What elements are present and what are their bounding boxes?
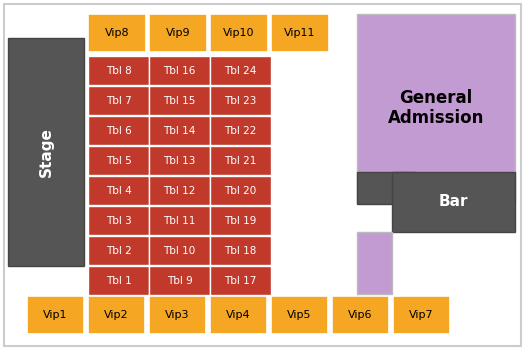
Text: Tbl 24: Tbl 24: [224, 65, 257, 76]
Bar: [88, 146, 149, 175]
Text: Tbl 17: Tbl 17: [224, 275, 257, 286]
Bar: [271, 14, 329, 52]
Bar: [392, 172, 515, 232]
Bar: [271, 296, 328, 334]
Text: Tbl 19: Tbl 19: [224, 216, 257, 225]
Bar: [210, 146, 271, 175]
Text: Vip3: Vip3: [165, 310, 190, 320]
Bar: [88, 56, 149, 85]
Text: Vip6: Vip6: [348, 310, 373, 320]
Text: Tbl 12: Tbl 12: [163, 186, 196, 196]
Text: Tbl 1: Tbl 1: [106, 275, 131, 286]
Text: Tbl 18: Tbl 18: [224, 245, 257, 256]
Text: Tbl 6: Tbl 6: [106, 126, 131, 135]
Text: Vip5: Vip5: [287, 310, 312, 320]
Bar: [149, 146, 210, 175]
Text: Vip1: Vip1: [43, 310, 68, 320]
Text: Tbl 8: Tbl 8: [106, 65, 131, 76]
Text: Tbl 2: Tbl 2: [106, 245, 131, 256]
Bar: [27, 296, 84, 334]
Text: Tbl 10: Tbl 10: [163, 245, 196, 256]
Bar: [149, 206, 210, 235]
Bar: [210, 14, 268, 52]
Text: Tbl 14: Tbl 14: [163, 126, 196, 135]
Text: Tbl 5: Tbl 5: [106, 155, 131, 166]
Bar: [357, 232, 392, 294]
Text: Tbl 20: Tbl 20: [224, 186, 257, 196]
Text: Vip8: Vip8: [104, 28, 129, 38]
Text: Tbl 23: Tbl 23: [224, 96, 257, 105]
Bar: [88, 236, 149, 265]
Bar: [149, 14, 207, 52]
Bar: [149, 236, 210, 265]
Text: General
Admission: General Admission: [388, 89, 484, 127]
Text: Tbl 11: Tbl 11: [163, 216, 196, 225]
Bar: [332, 296, 389, 334]
Bar: [149, 56, 210, 85]
Bar: [149, 86, 210, 115]
Text: Bar: Bar: [439, 195, 468, 210]
Bar: [88, 86, 149, 115]
Text: Tbl 16: Tbl 16: [163, 65, 196, 76]
Bar: [210, 56, 271, 85]
Bar: [149, 176, 210, 205]
Bar: [210, 296, 267, 334]
Bar: [357, 172, 415, 204]
Bar: [393, 296, 450, 334]
Bar: [210, 86, 271, 115]
Bar: [88, 296, 145, 334]
Bar: [149, 266, 210, 295]
Bar: [149, 116, 210, 145]
Text: Tbl 21: Tbl 21: [224, 155, 257, 166]
Bar: [8, 38, 84, 266]
Text: Stage: Stage: [38, 127, 54, 177]
Bar: [210, 266, 271, 295]
Text: Vip9: Vip9: [166, 28, 190, 38]
Bar: [357, 14, 515, 202]
Bar: [88, 14, 146, 52]
Bar: [210, 116, 271, 145]
Text: Tbl 9: Tbl 9: [166, 275, 192, 286]
Text: Vip11: Vip11: [284, 28, 316, 38]
Text: Vip2: Vip2: [104, 310, 129, 320]
Text: Tbl 3: Tbl 3: [106, 216, 131, 225]
Text: Tbl 15: Tbl 15: [163, 96, 196, 105]
Text: Tbl 13: Tbl 13: [163, 155, 196, 166]
Bar: [210, 206, 271, 235]
Bar: [210, 176, 271, 205]
Bar: [88, 266, 149, 295]
Bar: [88, 206, 149, 235]
Text: Tbl 22: Tbl 22: [224, 126, 257, 135]
Text: Vip4: Vip4: [226, 310, 251, 320]
Bar: [210, 236, 271, 265]
Bar: [88, 176, 149, 205]
Text: Vip10: Vip10: [223, 28, 255, 38]
Text: Vip7: Vip7: [409, 310, 434, 320]
Bar: [149, 296, 206, 334]
Bar: [88, 116, 149, 145]
Text: Tbl 4: Tbl 4: [106, 186, 131, 196]
Text: Tbl 7: Tbl 7: [106, 96, 131, 105]
